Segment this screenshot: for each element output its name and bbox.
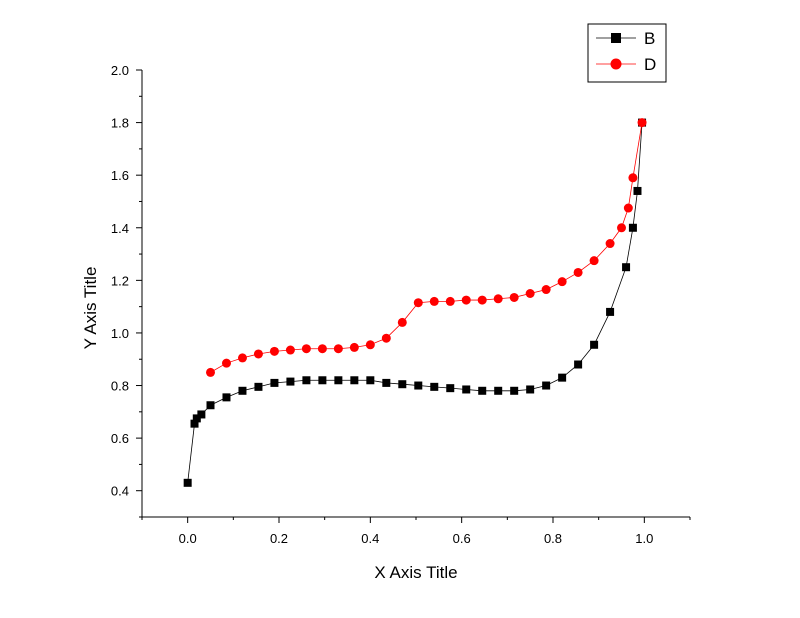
data-point-d — [617, 223, 626, 233]
data-point-b — [622, 263, 631, 272]
data-point-d — [237, 353, 247, 363]
data-point-d — [525, 289, 535, 298]
y-tick-label: 1.6 — [111, 168, 129, 183]
data-point-b — [206, 401, 215, 410]
series-line-d — [210, 122, 643, 373]
data-point-b — [446, 384, 455, 393]
data-point-b — [190, 419, 199, 428]
series-d — [206, 118, 647, 377]
y-tick-label: 1.4 — [111, 221, 129, 236]
legend-label-d: D — [644, 55, 656, 74]
data-point-b — [238, 386, 247, 395]
x-tick-label: 0.4 — [361, 531, 379, 546]
data-point-d — [365, 340, 375, 350]
series-line-b — [187, 122, 643, 483]
legend-label-b: B — [644, 29, 655, 48]
data-point-d — [397, 317, 407, 327]
data-point-b — [526, 385, 535, 394]
data-point-d — [413, 298, 423, 308]
y-tick-label: 2.0 — [111, 63, 129, 78]
data-point-b — [183, 478, 192, 487]
data-point-b — [286, 377, 295, 386]
data-point-b — [398, 380, 407, 389]
data-point-d — [221, 358, 231, 368]
data-point-b — [494, 386, 503, 395]
data-point-b — [270, 378, 279, 387]
data-point-b — [462, 385, 471, 394]
data-point-d — [623, 203, 633, 213]
data-point-b — [318, 376, 327, 385]
data-point-b — [590, 340, 599, 349]
data-point-d — [589, 256, 599, 266]
data-point-d — [349, 342, 359, 352]
series-layer — [183, 118, 647, 487]
y-tick-label: 1.8 — [111, 116, 129, 131]
x-tick-label: 1.0 — [635, 531, 653, 546]
data-point-b — [334, 376, 343, 385]
data-point-d — [285, 345, 295, 355]
data-point-b — [366, 376, 375, 385]
data-point-d — [541, 285, 551, 295]
data-point-d — [628, 173, 638, 183]
data-point-b — [254, 382, 263, 391]
data-point-b — [633, 186, 642, 195]
data-point-d — [573, 267, 583, 277]
data-point-b — [350, 376, 359, 385]
x-tick-label: 0.6 — [453, 531, 471, 546]
data-point-b — [192, 414, 201, 423]
data-point-d — [605, 239, 615, 249]
data-point-d — [637, 118, 647, 128]
data-point-d — [317, 344, 327, 354]
data-point-d — [493, 294, 503, 304]
legend-box — [587, 23, 667, 83]
y-tick-label: 0.8 — [111, 379, 129, 394]
data-point-d — [333, 344, 343, 354]
y-tick-label: 1.2 — [111, 273, 129, 288]
y-axis-title: Y Axis Title — [81, 267, 100, 350]
data-point-d — [461, 295, 471, 305]
x-axis-title: X Axis Title — [374, 563, 457, 582]
data-point-b — [430, 382, 439, 391]
data-point-d — [509, 292, 519, 302]
data-point-b — [558, 373, 567, 382]
data-point-b — [628, 223, 637, 232]
data-point-b — [414, 381, 423, 390]
data-point-b — [542, 381, 551, 390]
x-tick-label: 0.8 — [544, 531, 562, 546]
y-tick-label: 1.0 — [111, 326, 129, 341]
data-point-d — [253, 349, 263, 359]
legend: B D — [587, 23, 667, 83]
legend-marker-b — [611, 33, 621, 43]
data-point-b — [382, 378, 391, 387]
data-point-b — [478, 386, 487, 395]
data-point-d — [269, 346, 279, 356]
axes: 0.0 0.2 0.4 0.6 0.8 1.0 0.4 0.6 0.8 1.0 1.2 1.4 1.6 1… — [111, 63, 691, 546]
data-point-d — [381, 333, 391, 343]
data-point-b — [302, 376, 311, 385]
y-tick-label: 0.4 — [111, 484, 129, 499]
data-point-d — [557, 277, 567, 287]
data-point-d — [206, 367, 215, 377]
data-point-d — [445, 296, 455, 306]
y-tick-label: 0.6 — [111, 431, 129, 446]
data-point-b — [574, 360, 583, 369]
x-tick-label: 0.2 — [270, 531, 288, 546]
data-point-d — [429, 296, 439, 306]
data-point-d — [477, 295, 487, 305]
x-tick-label: 0.0 — [179, 531, 197, 546]
data-point-b — [197, 410, 206, 419]
data-point-d — [301, 344, 311, 354]
data-point-b — [222, 393, 231, 402]
data-point-b — [510, 386, 519, 395]
data-point-b — [606, 307, 615, 316]
legend-marker-d — [610, 58, 622, 70]
